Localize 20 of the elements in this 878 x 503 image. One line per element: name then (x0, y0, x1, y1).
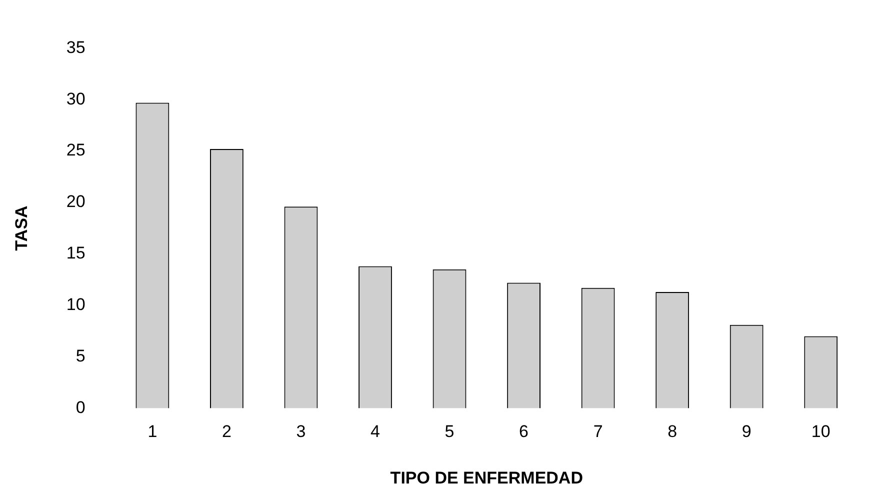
x-tick-label: 7 (593, 422, 603, 442)
x-tick-label: 1 (148, 422, 158, 442)
y-tick-label: 20 (66, 192, 86, 212)
x-tick-label: 6 (519, 422, 529, 442)
y-tick-label: 15 (66, 244, 86, 263)
y-axis-title: TASA (12, 206, 31, 251)
x-tick-label: 8 (668, 422, 678, 442)
y-tick-label: 35 (66, 38, 86, 57)
x-tick-label: 5 (444, 422, 454, 442)
y-tick-label: 25 (66, 140, 86, 160)
x-tick-label: 3 (296, 422, 306, 442)
x-tick-label: 10 (811, 422, 830, 442)
y-tick-label: 5 (76, 346, 86, 366)
x-tick-label: 4 (370, 422, 380, 442)
y-tick-label: 10 (66, 295, 86, 314)
y-tick-label: 30 (66, 89, 86, 108)
x-axis-title: TIPO DE ENFERMEDAD (390, 468, 583, 488)
x-tick-label: 9 (742, 422, 752, 442)
x-tick-label: 2 (222, 422, 232, 442)
y-tick-label: 0 (76, 398, 86, 417)
